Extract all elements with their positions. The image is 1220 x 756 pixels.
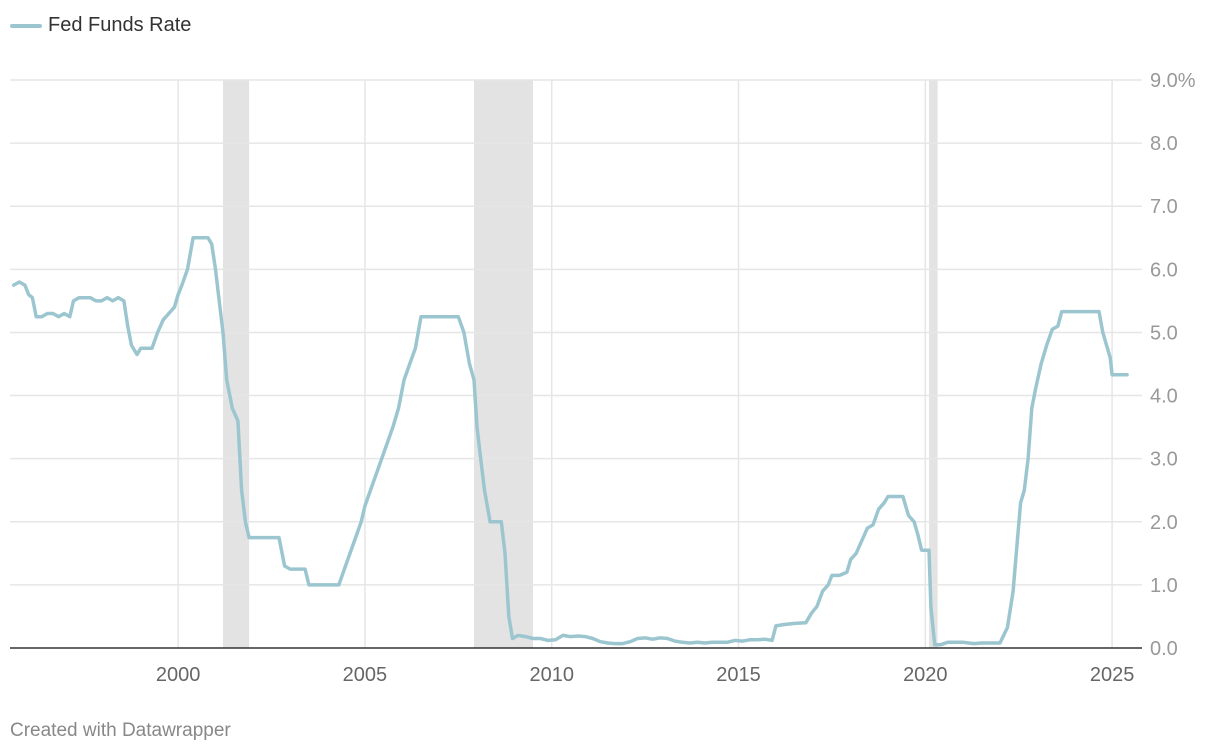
- grid-lines: [10, 79, 1142, 648]
- series: [11, 236, 1129, 647]
- recession-band: [474, 80, 534, 648]
- recession-band: [222, 80, 250, 648]
- legend-label: Fed Funds Rate: [48, 14, 192, 36]
- footer-credit: Created with Datawrapper: [10, 720, 231, 741]
- legend: Fed Funds Rate: [10, 14, 191, 37]
- x-tick-label: 2005: [343, 664, 388, 686]
- y-tick-label: 1.0: [1150, 575, 1178, 597]
- y-tick-label: 5.0: [1150, 322, 1178, 344]
- recession-band: [929, 80, 938, 648]
- y-tick-label: 0.0: [1150, 638, 1178, 660]
- y-tick-label: 8.0: [1150, 133, 1178, 155]
- x-tick-label: 2015: [716, 664, 761, 686]
- x-tick-label: 2010: [529, 664, 574, 686]
- axes: 9.0% 8.0 7.0 6.0 5.0 4.0 3.0 2.0 1.0 0.0 2000 2005 2…: [10, 70, 1196, 686]
- legend-swatch: [10, 23, 42, 28]
- x-tick-label: 2025: [1090, 664, 1135, 686]
- y-tick-label: 9.0%: [1150, 70, 1196, 92]
- y-tick-label: 2.0: [1150, 512, 1178, 534]
- x-tick-label: 2020: [903, 664, 948, 686]
- y-tick-label: 6.0: [1150, 259, 1178, 281]
- y-tick-label: 7.0: [1150, 196, 1178, 218]
- x-tick-label: 2000: [156, 664, 201, 686]
- recession-bands: [222, 80, 938, 648]
- y-tick-label: 4.0: [1150, 386, 1178, 408]
- line-chart: 9.0% 8.0 7.0 6.0 5.0 4.0 3.0 2.0 1.0 0.0 2000 2005 2…: [10, 70, 1196, 686]
- y-tick-label: 3.0: [1150, 449, 1178, 471]
- series-line: [11, 236, 1129, 647]
